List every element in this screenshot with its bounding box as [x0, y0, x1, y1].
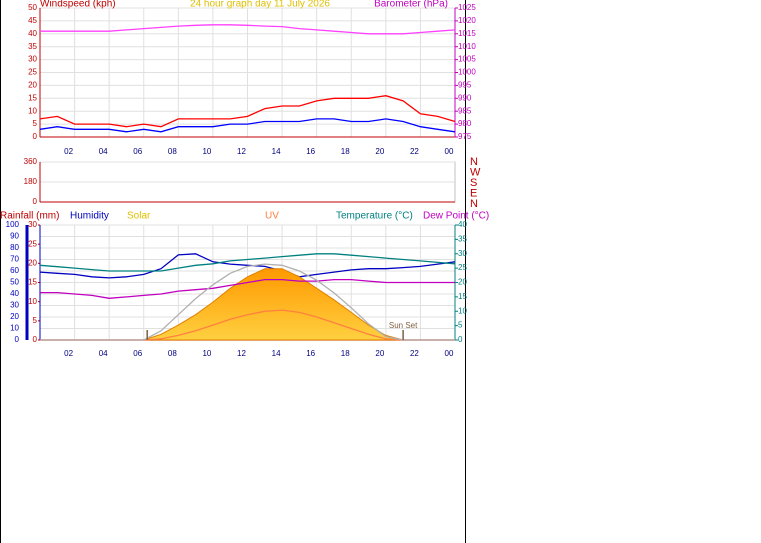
y2-tick-label: 10 — [458, 306, 467, 315]
y-tick-label: 45 — [28, 16, 37, 25]
y-tick-label: 60 — [10, 266, 19, 275]
y-tick-label: 180 — [24, 177, 38, 186]
y-tick-label: 90 — [10, 232, 19, 241]
x-tick-label: 04 — [99, 147, 108, 156]
series-line — [39, 95, 456, 128]
direction-label: S — [470, 177, 477, 189]
y-tick-label: 80 — [10, 243, 19, 252]
y-tick-label: 30 — [10, 301, 19, 310]
y2-tick-label: 1015 — [458, 29, 476, 38]
y-tick-label: 10 — [10, 324, 19, 333]
y-tick-label: 15 — [28, 93, 37, 102]
y2-tick-label: 20 — [458, 278, 467, 287]
y3-tick-label: 25 — [28, 239, 37, 248]
x-tick-label: 22 — [410, 349, 419, 358]
y2-tick-label: 1000 — [458, 68, 476, 77]
x-tick-label: 12 — [237, 349, 246, 358]
y3-tick-label: 0 — [33, 335, 38, 344]
y-tick-label: 70 — [10, 255, 19, 264]
legend-entry: UV — [265, 211, 279, 222]
y-tick-label: 0 — [33, 197, 38, 206]
legend-entry: Solar — [127, 211, 151, 222]
x-tick-label: 16 — [306, 147, 315, 156]
x-tick-label: 12 — [237, 147, 246, 156]
direction-label: N — [470, 156, 478, 168]
chart-title: 24 hour graph day 11 July 2026 — [190, 0, 330, 10]
legend-entry: Rainfall (mm) — [0, 211, 59, 222]
y-tick-label: 20 — [28, 81, 37, 90]
x-tick-label: 02 — [64, 147, 73, 156]
series-line — [40, 278, 455, 299]
y2-tick-label: 35 — [458, 234, 467, 243]
series-line — [39, 253, 456, 272]
y-tick-label: 5 — [33, 119, 38, 128]
y2-tick-label: 1005 — [458, 55, 476, 64]
y3-tick-label: 15 — [28, 278, 37, 287]
x-tick-label: 04 — [99, 349, 108, 358]
x-tick-label: 06 — [133, 147, 142, 156]
x-tick-label: 14 — [272, 349, 281, 358]
y-tick-label: 25 — [28, 68, 37, 77]
y-tick-label: 30 — [28, 55, 37, 64]
y-tick-label: 50 — [28, 3, 37, 12]
x-tick-label: 18 — [341, 147, 350, 156]
x-tick-label: 10 — [202, 349, 211, 358]
legend-entry: Dew Point (°C) — [423, 211, 489, 222]
y2-tick-label: 30 — [458, 249, 467, 258]
y3-tick-label: 20 — [28, 258, 37, 267]
x-tick-label: 00 — [445, 349, 454, 358]
y2-tick-label: 980 — [458, 119, 472, 128]
y-tick-label: 10 — [28, 106, 37, 115]
direction-label: E — [470, 187, 477, 199]
x-tick-label: 08 — [168, 349, 177, 358]
y3-tick-label: 30 — [28, 220, 37, 229]
x-tick-label: 22 — [410, 147, 419, 156]
x-tick-label: 10 — [202, 147, 211, 156]
y2-tick-label: 1025 — [458, 3, 476, 12]
y2-axis-title: Barometer (hPa) — [374, 0, 448, 10]
x-tick-label: 20 — [375, 147, 384, 156]
y3-tick-label: 10 — [28, 297, 37, 306]
y2-tick-label: 985 — [458, 106, 472, 115]
y2-tick-label: 990 — [458, 93, 472, 102]
x-tick-label: 00 — [445, 147, 454, 156]
legend-entry: Temperature (°C) — [336, 211, 413, 222]
series-line — [40, 263, 455, 341]
x-tick-label: 14 — [272, 147, 281, 156]
y-tick-label: 0 — [33, 132, 38, 141]
y-tick-label: 40 — [28, 29, 37, 38]
direction-label: W — [470, 166, 481, 178]
legend-entry: Humidity — [70, 211, 109, 222]
y-axis-title: Windspeed (kph) — [40, 0, 116, 10]
y2-tick-label: 1020 — [458, 16, 476, 25]
y2-tick-label: 0 — [458, 335, 463, 344]
direction-label: N — [470, 198, 478, 210]
series-line — [39, 253, 456, 279]
y-tick-label: 0 — [15, 335, 20, 344]
y-tick-label: 360 — [24, 157, 38, 166]
x-tick-label: 06 — [133, 349, 142, 358]
x-tick-label: 18 — [341, 349, 350, 358]
y2-tick-label: 15 — [458, 292, 467, 301]
y2-tick-label: 40 — [458, 220, 467, 229]
x-tick-label: 08 — [168, 147, 177, 156]
y-tick-label: 20 — [10, 312, 19, 321]
y-tick-label: 50 — [10, 278, 19, 287]
x-tick-label: 20 — [375, 349, 384, 358]
y2-tick-label: 1010 — [458, 42, 476, 51]
y-tick-label: 100 — [6, 220, 20, 229]
series-line — [39, 118, 456, 133]
marker-label: Sun Set — [389, 321, 418, 330]
y-tick-label: 35 — [28, 42, 37, 51]
series-line — [40, 24, 456, 35]
y2-tick-label: 25 — [458, 263, 467, 272]
x-tick-label: 02 — [64, 349, 73, 358]
y-tick-label: 40 — [10, 289, 19, 298]
x-tick-label: 16 — [306, 349, 315, 358]
y2-tick-label: 995 — [458, 81, 472, 90]
y2-tick-label: 5 — [458, 321, 463, 330]
y2-tick-label: 975 — [458, 132, 472, 141]
y3-tick-label: 5 — [33, 316, 38, 325]
